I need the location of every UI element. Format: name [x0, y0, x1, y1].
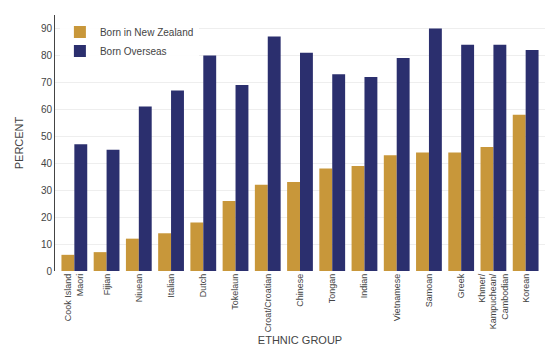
svg-text:Vietnamese: Vietnamese [392, 274, 402, 321]
svg-text:Niuean: Niuean [134, 274, 144, 303]
svg-text:Chinese: Chinese [295, 274, 305, 307]
svg-text:30: 30 [41, 185, 53, 196]
svg-text:80: 80 [41, 50, 53, 61]
svg-text:PERCENT: PERCENT [13, 116, 25, 169]
svg-text:Indian: Indian [359, 274, 369, 299]
svg-text:Greek: Greek [456, 273, 466, 298]
svg-text:Samoan: Samoan [424, 274, 434, 308]
svg-text:50: 50 [41, 131, 53, 142]
svg-text:Born Overseas: Born Overseas [100, 46, 167, 57]
svg-text:Khmer/Kampuchean/Cambodian: Khmer/Kampuchean/Cambodian [477, 273, 510, 329]
svg-text:Fijian: Fijian [102, 274, 112, 296]
svg-text:Dutch: Dutch [198, 274, 208, 298]
svg-text:Italian: Italian [166, 274, 176, 298]
svg-text:Tongan: Tongan [327, 274, 337, 304]
svg-text:0: 0 [46, 266, 52, 277]
svg-text:60: 60 [41, 104, 53, 115]
svg-text:70: 70 [41, 77, 53, 88]
svg-text:40: 40 [41, 158, 53, 169]
svg-text:ETHNIC GROUP: ETHNIC GROUP [258, 334, 342, 346]
svg-text:20: 20 [41, 212, 53, 223]
svg-text:90: 90 [41, 23, 53, 34]
svg-text:Cook IslandMaori: Cook IslandMaori [63, 274, 85, 322]
svg-text:Born in New Zealand: Born in New Zealand [100, 27, 193, 38]
svg-text:Tokelaun: Tokelaun [230, 274, 240, 310]
svg-text:Korean: Korean [521, 274, 531, 303]
svg-text:10: 10 [41, 239, 53, 250]
svg-text:Croat/Croatian: Croat/Croatian [263, 274, 273, 333]
